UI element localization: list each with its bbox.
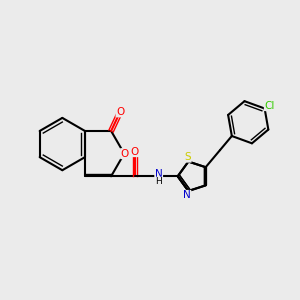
- Text: O: O: [131, 147, 139, 157]
- Text: Cl: Cl: [264, 100, 275, 111]
- Text: O: O: [121, 148, 129, 159]
- Text: N: N: [183, 190, 191, 200]
- Text: O: O: [116, 107, 124, 117]
- Text: S: S: [184, 152, 191, 162]
- Text: H: H: [155, 177, 162, 186]
- Text: N: N: [155, 169, 163, 179]
